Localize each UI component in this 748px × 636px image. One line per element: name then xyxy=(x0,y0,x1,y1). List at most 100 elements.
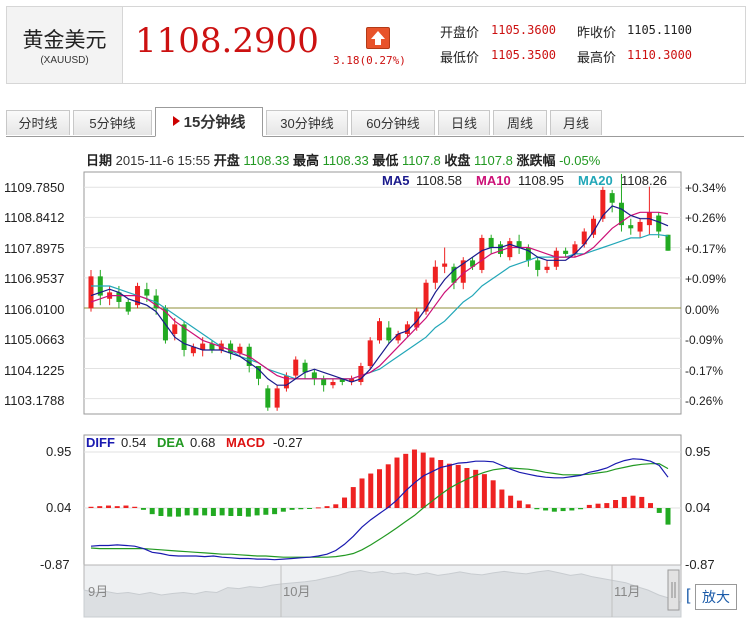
macd-axis: 0.95 0.04 -0.87 0.95 0.04 -0.87 xyxy=(40,444,715,572)
macd-bar xyxy=(464,468,470,508)
macd-bar xyxy=(508,495,514,508)
candle-body xyxy=(386,327,392,341)
macd-bar xyxy=(254,508,260,516)
macd-bar xyxy=(333,504,339,508)
tab-timeshare[interactable]: 分时线 xyxy=(6,110,70,135)
pct-label: 涨跌幅 xyxy=(516,153,556,168)
macd-bar xyxy=(105,505,111,508)
macd-tick-right: 0.04 xyxy=(685,500,710,515)
macd-bar xyxy=(490,480,496,508)
candle-body xyxy=(525,247,531,261)
candle-body xyxy=(488,237,494,248)
candle-body xyxy=(460,260,466,283)
candle-body xyxy=(442,263,448,267)
macd-bar xyxy=(560,508,566,512)
macd-legend: DIFF 0.54 DEA 0.68 MACD -0.27 xyxy=(86,435,303,450)
instrument-name: 黄金美元 xyxy=(22,28,107,52)
candle-body xyxy=(414,311,420,328)
nav-month-sep: 9月 xyxy=(88,584,108,599)
tab-5min[interactable]: 5分钟线 xyxy=(73,110,152,135)
candle-body xyxy=(330,381,336,386)
macd-bar xyxy=(411,449,417,508)
macd-bar xyxy=(359,478,365,508)
open-value: 1108.33 xyxy=(243,153,290,168)
macd-lines xyxy=(90,458,669,561)
instrument-name-box: 黄金美元 (XAUUSD) xyxy=(7,7,123,83)
candle-body xyxy=(302,362,308,373)
pct-tick: +0.17% xyxy=(685,242,726,256)
tab-15min[interactable]: 15分钟线 xyxy=(155,107,263,137)
candle-body xyxy=(274,388,280,408)
candle-body xyxy=(88,276,94,309)
ma20-line xyxy=(91,234,669,380)
macd-bar xyxy=(193,508,199,516)
macd-legend-label: MACD xyxy=(226,435,265,450)
selected-triangle-icon xyxy=(172,116,180,126)
dea-line xyxy=(90,463,669,558)
dea-legend-value: 0.68 xyxy=(190,435,215,450)
ma10-legend-label: MA10 xyxy=(476,173,511,188)
candle-body xyxy=(479,237,485,270)
macd-bar xyxy=(228,508,234,516)
diff-legend-label: DIFF xyxy=(86,435,115,450)
macd-bar xyxy=(665,508,671,525)
date-label: 日期 xyxy=(86,153,113,168)
macd-tick: 0.04 xyxy=(46,500,71,515)
macd-bar xyxy=(97,506,103,508)
navigator-handle[interactable] xyxy=(667,569,680,611)
macd-bar xyxy=(385,464,391,508)
nav-month-nov: 11月 xyxy=(614,584,641,599)
macd-bar xyxy=(586,504,592,508)
macd-bar xyxy=(280,508,286,512)
macd-bar xyxy=(446,463,452,508)
price-axis: 1109.7850 1108.8412 1107.8975 1106.9537 … xyxy=(4,180,65,408)
candle-body xyxy=(181,324,187,350)
tab-monthly[interactable]: 月线 xyxy=(550,110,602,135)
macd-bar xyxy=(263,508,269,515)
tab-daily[interactable]: 日线 xyxy=(438,110,490,135)
macd-bar xyxy=(630,495,636,508)
ma20-legend-label: MA20 xyxy=(578,173,613,188)
macd-bar xyxy=(595,503,601,508)
tab-60min[interactable]: 60分钟线 xyxy=(351,110,435,135)
ma5-legend-value: 1108.58 xyxy=(416,173,462,188)
candle-body xyxy=(125,301,131,312)
close-label: 收盘 xyxy=(444,153,471,168)
candle-body xyxy=(432,266,438,283)
ma10-legend-value: 1108.95 xyxy=(518,173,564,188)
macd-grid xyxy=(84,451,681,509)
macd-bar xyxy=(377,469,382,508)
zoom-button[interactable]: 放大 xyxy=(695,584,737,610)
high-price-label: 最高价 xyxy=(577,50,617,65)
macd-tick-right: 0.95 xyxy=(685,444,710,459)
macd-bar xyxy=(438,460,444,508)
candle-body xyxy=(535,260,541,270)
candle-info-line: 日期 2015-11-6 15:55 开盘 1108.33 最高 1108.33… xyxy=(86,150,600,169)
candle-body xyxy=(190,346,196,354)
candle-body xyxy=(321,378,327,386)
macd-bar xyxy=(569,508,575,511)
low-value: 1107.8 xyxy=(401,153,441,168)
macd-bar xyxy=(175,508,181,517)
candle-body xyxy=(618,202,624,226)
candle-body xyxy=(395,333,401,341)
macd-bar xyxy=(219,508,225,516)
macd-bar xyxy=(342,497,348,508)
tab-weekly[interactable]: 周线 xyxy=(493,110,547,135)
macd-bar xyxy=(289,508,295,510)
macd-bar xyxy=(123,505,129,508)
last-price: 1108.2900 xyxy=(135,21,319,61)
candle-body xyxy=(256,365,262,379)
macd-bar xyxy=(648,503,654,508)
tab-30min[interactable]: 30分钟线 xyxy=(266,110,348,135)
pct-tick: +0.34% xyxy=(685,181,726,195)
macd-bar xyxy=(368,473,374,508)
price-tick: 1109.7850 xyxy=(4,180,65,195)
ma20-legend-value: 1108.26 xyxy=(621,173,667,188)
high-label: 最高 xyxy=(293,153,320,168)
macd-tick-right: -0.87 xyxy=(685,557,715,572)
macd-bar xyxy=(140,508,146,510)
macd-bar xyxy=(499,489,505,508)
macd-bar xyxy=(149,508,155,515)
